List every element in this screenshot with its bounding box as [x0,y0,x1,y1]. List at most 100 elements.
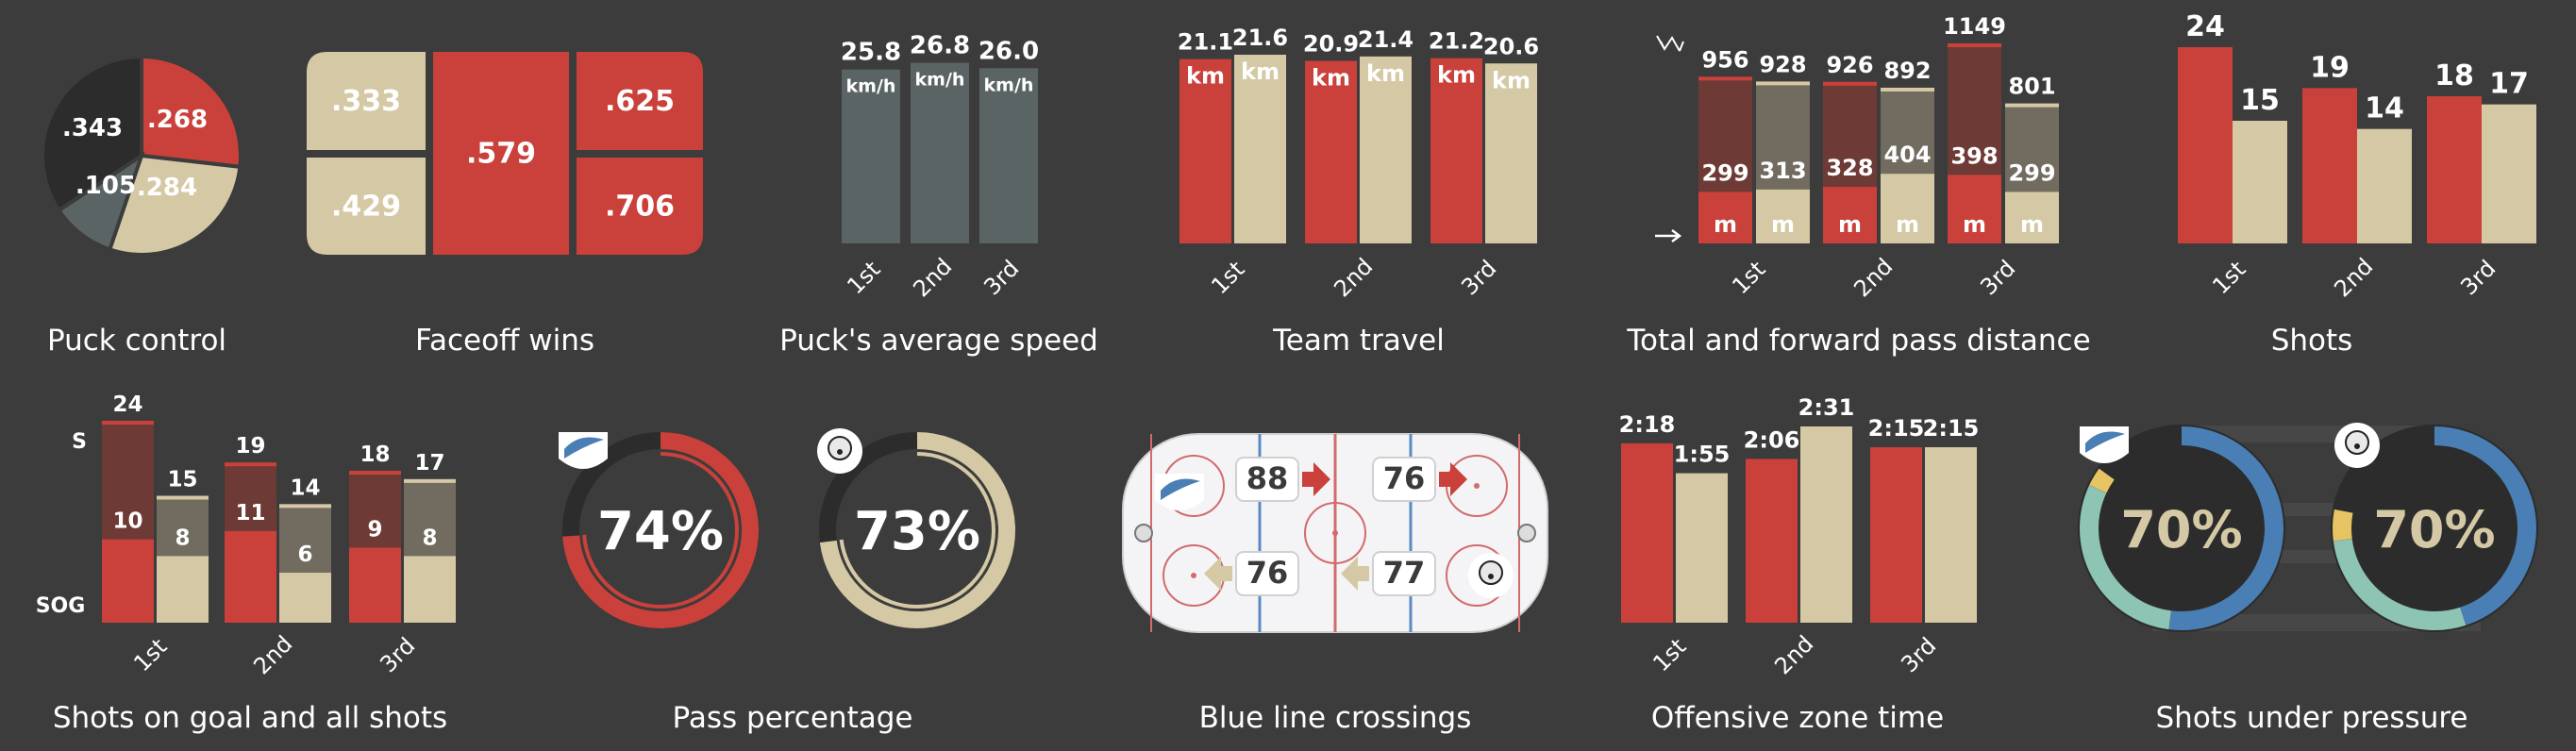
pass-forward-label: 313 [1759,158,1806,184]
polar-bear-logo-nose [837,449,843,455]
pass-forward-bar [1948,175,2001,243]
shots-value-label: 19 [2310,51,2350,84]
puck-speed-chart: 25.8 km/h 1st 26.8 km/h 2nd 26.0 km/h 3rd [821,0,1047,311]
faceoff-cell-label: .333 [331,85,401,118]
faceoff-title: Faceoff wins [414,324,595,358]
pass-total-bar [1698,78,1752,192]
shots-bar [2427,96,2482,243]
travel-unit-label: km [1186,63,1225,90]
shots-value-label: 18 [2434,59,2474,92]
shots-value-label: 14 [2365,92,2404,125]
travel-tick-label: 3rd [1456,255,1501,300]
pass-tick-label: 3rd [1975,255,2020,300]
crossing-arrow-right-icon [1439,462,1467,496]
pressure-label: 70% [2120,500,2242,559]
travel-bar [1179,58,1231,243]
sog-shots-cap [225,462,276,467]
travel-value-label: 20.9 [1303,30,1359,57]
team-travel-chart: 21.1 km 21.6 km 1st 20.9 km 21.4 km 2nd 21.2 km 20.6… [1161,0,1557,311]
shots-title: Shots [2270,324,2353,358]
sog-goal-bar [102,539,154,623]
pass-total-label: 928 [1759,51,1806,77]
sog-shots-label: 24 [112,392,142,417]
travel-value-label: 21.2 [1429,28,1484,55]
crossing-value: 76 [1383,460,1426,496]
crossing-arrow-right-icon [1302,462,1330,496]
sog-title: Shots on goal and all shots [52,701,448,735]
pie-slice-label: .105 [75,172,136,200]
sog-goal-bar [225,530,276,623]
pass-tick-label: 1st [1727,256,1770,299]
pass-unit-label: m [2020,211,2044,238]
shots-bars: 24 15 1st 19 14 2nd 18 17 3rd [2178,10,2536,302]
pie-slice [140,54,243,170]
pass-distance-title: Total and forward pass distance [1627,324,2091,358]
pass-distance-bars: 956299m928313m1st926328m892404m2nd114939… [1655,13,2059,302]
crossing-box [1235,457,1299,502]
sog-goal-bar [279,573,331,623]
pass-total-cap [1698,76,1752,81]
shots-bar [2178,47,2233,243]
pressure-donut-center [2102,449,2261,608]
sog-goal-label: 10 [112,509,142,534]
wild-wings-logo-wing [564,437,604,459]
pie-slice [41,54,143,213]
shots-tick-label: 1st [2207,256,2250,299]
speed-value-label: 25.8 [841,39,901,67]
pass-total-cap [1881,87,1934,92]
pass-total-cap [1823,81,1877,86]
oz-bar [1746,459,1798,623]
sog-goal-bar [404,556,456,623]
pass-forward-label: 299 [2008,159,2055,186]
oz-bar [1925,447,1977,623]
pressure-title: Shots under pressure [2155,701,2468,735]
sog-shots-label: 19 [235,434,265,459]
pass-unit-label: m [1771,211,1795,238]
polar-bear-logo-head [2345,430,2369,455]
oz-time-chart: 2:18 1:55 1st 2:06 2:31 2nd 2:15 2:15 3rd [1604,377,2019,689]
pass-pct-title: Pass percentage [672,701,913,735]
pass-forward-bar [1823,187,1877,243]
rink-goal-left [1134,524,1153,542]
travel-bar [1305,60,1357,244]
faceoff-cell-label: .579 [466,138,536,171]
sog-bars: S SOG 24 10 15 8 1st 19 11 14 6 2nd 18 9 17 8 3rd [36,392,456,679]
travel-bar [1234,55,1286,243]
faceoff-cell [433,52,569,255]
travel-bar [1485,63,1537,243]
rink-center-circle [1304,502,1366,564]
crossing-value: 88 [1246,460,1289,496]
speed-value-label: 26.8 [910,32,970,60]
sog-shots-label: 18 [360,442,390,467]
sog-tick-label: 2nd [248,630,297,679]
travel-unit-label: km [1312,64,1350,91]
oz-value-label: 2:06 [1744,426,1800,453]
travel-value-label: 20.6 [1483,33,1539,59]
pass-forward-bar [1756,189,1810,243]
travel-bar [1430,58,1482,243]
speed-unit-label: km/h [984,75,1034,95]
pressure-label: 70% [2373,500,2495,559]
oz-time-title: Offensive zone time [1650,701,1945,735]
travel-tick-label: 1st [1206,256,1249,299]
sog-axis-top-label: S [72,430,87,454]
sog-goal-label: 8 [175,526,190,550]
crossing-value: 77 [1383,555,1426,591]
pie-slice-label: .268 [147,106,208,134]
travel-bar [1360,56,1412,243]
pie-slice-label: .284 [137,174,197,202]
pass-unit-label: m [1896,211,1919,238]
pressure-donuts: 70% 70% [2078,423,2538,632]
travel-unit-label: km [1241,58,1280,85]
shots-value-label: 24 [2185,10,2225,43]
pressure-segment [2434,426,2536,626]
oz-time-bars: 2:18 1:55 1st 2:06 2:31 2nd 2:152:15 3rd [1619,394,1980,679]
oz-tick-label: 2nd [1769,630,1818,679]
pass-distance-chart: 956 299 m 928 313 m 1st 926 328 m 892 404 m 2nd 1149 39… [1642,0,2085,311]
shots-tick-label: 3rd [2455,255,2501,300]
sog-shots-bar [102,423,154,540]
pass-pct-inner-ring [839,452,995,609]
pass-total-label: 801 [2008,74,2055,100]
sog-shots-bar [349,473,401,548]
shots-bar [2302,88,2357,243]
